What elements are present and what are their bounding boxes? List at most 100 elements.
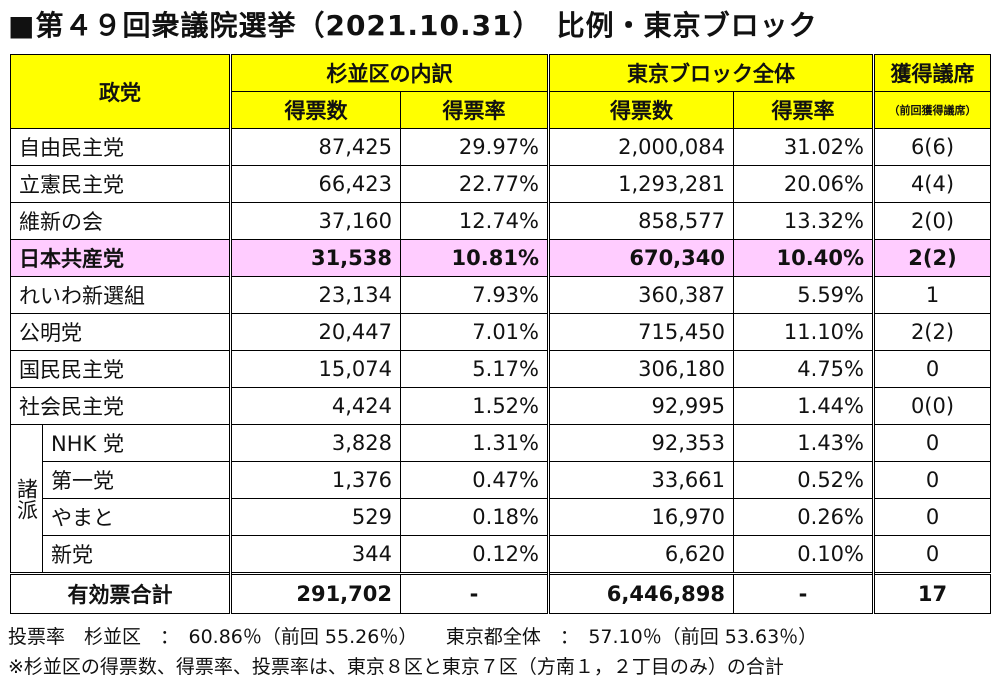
seats: 0 bbox=[872, 350, 991, 388]
party-name: 新党 bbox=[42, 535, 231, 574]
footnote: ※杉並区の得票数、得票率、投票率は、東京８区と東京７区（方南１，２丁目のみ）の合… bbox=[8, 656, 784, 678]
tokyo-rate: 4.75% bbox=[733, 350, 874, 388]
header-tokyo-rate: 得票率 bbox=[733, 91, 874, 129]
suginami-votes: 529 bbox=[229, 498, 401, 536]
tokyo-rate: 20.06% bbox=[733, 165, 874, 203]
suginami-rate: 5.17% bbox=[400, 350, 549, 388]
table-row: 国民民主党 15,074 5.17% 306,180 4.75% 0 bbox=[10, 350, 991, 388]
minor-party-row: 新党 344 0.12% 6,620 0.10% 0 bbox=[11, 535, 991, 574]
seats: 2(2) bbox=[872, 313, 991, 351]
party-name: れいわ新選組 bbox=[10, 276, 231, 314]
tokyo-rate: 31.02% bbox=[733, 128, 874, 166]
header-prev-seats: （前回獲得議席） bbox=[872, 91, 991, 129]
tokyo-votes: 2,000,084 bbox=[547, 128, 734, 166]
suginami-rate: 29.97% bbox=[400, 128, 549, 166]
suginami-votes: 15,074 bbox=[229, 350, 401, 388]
minor-group-label: 諸派 bbox=[10, 424, 43, 574]
tokyo-rate: 0.10% bbox=[733, 535, 874, 574]
tokyo-rate: 1.44% bbox=[733, 387, 874, 425]
tokyo-rate: 1.43% bbox=[733, 424, 874, 462]
suginami-votes: 1,376 bbox=[229, 461, 401, 499]
seats: 4(4) bbox=[872, 165, 991, 203]
suginami-rate: 0.47% bbox=[400, 461, 549, 499]
tokyo-rate: 10.40% bbox=[733, 239, 874, 277]
suginami-rate: 22.77% bbox=[400, 165, 549, 203]
party-name: 日本共産党 bbox=[10, 239, 231, 277]
suginami-rate: 0.12% bbox=[400, 535, 549, 574]
seats: 2(2) bbox=[872, 239, 991, 277]
tokyo-rate: 11.10% bbox=[733, 313, 874, 351]
header-party: 政党 bbox=[10, 54, 231, 129]
total-label: 有効票合計 bbox=[10, 573, 231, 614]
table-row: 社会民主党 4,424 1.52% 92,995 1.44% 0(0) bbox=[10, 387, 991, 425]
suginami-votes: 344 bbox=[229, 535, 401, 574]
seats: 0 bbox=[872, 535, 991, 574]
seats: 0 bbox=[872, 424, 991, 462]
tokyo-votes: 670,340 bbox=[547, 239, 734, 277]
suginami-rate: 1.52% bbox=[400, 387, 549, 425]
seats: 0 bbox=[872, 461, 991, 499]
results-table: 政党 杉並区の内訳 東京ブロック全体 獲得議席 得票数 得票率 得票数 得票率 … bbox=[10, 54, 991, 614]
suginami-rate: 7.01% bbox=[400, 313, 549, 351]
party-name: 社会民主党 bbox=[10, 387, 231, 425]
tokyo-votes: 858,577 bbox=[547, 202, 734, 240]
suginami-votes: 4,424 bbox=[229, 387, 401, 425]
minor-party-row: やまと 529 0.18% 16,970 0.26% 0 bbox=[11, 498, 991, 536]
table-row: 自由民主党 87,425 29.97% 2,000,084 31.02% 6(6) bbox=[10, 128, 991, 166]
tokyo-rate: 5.59% bbox=[733, 276, 874, 314]
header-seats: 獲得議席 bbox=[872, 54, 991, 92]
party-name: NHK 党 bbox=[42, 424, 231, 462]
header-suginami-rate: 得票率 bbox=[400, 91, 549, 129]
suginami-votes: 31,538 bbox=[229, 239, 401, 277]
table-row: れいわ新選組 23,134 7.93% 360,387 5.59% 1 bbox=[10, 276, 991, 314]
table-row: 公明党 20,447 7.01% 715,450 11.10% 2(2) bbox=[10, 313, 991, 351]
total-tokyo-votes: 6,446,898 bbox=[547, 573, 734, 614]
tokyo-votes: 715,450 bbox=[547, 313, 734, 351]
turnout-note: 投票率 杉並区 ： 60.86％（前回 55.26％） 東京都全体 ： 57.1… bbox=[8, 626, 818, 648]
minor-party-row: 諸派 NHK 党 3,828 1.31% 92,353 1.43% 0 bbox=[10, 424, 991, 574]
table-row: 日本共産党 31,538 10.81% 670,340 10.40% 2(2) bbox=[10, 239, 991, 277]
seats: 0 bbox=[872, 498, 991, 536]
header-tokyo: 東京ブロック全体 bbox=[547, 54, 874, 92]
minor-party-row: 第一党 1,376 0.47% 33,661 0.52% 0 bbox=[11, 461, 991, 499]
tokyo-votes: 16,970 bbox=[547, 498, 734, 536]
suginami-votes: 66,423 bbox=[229, 165, 401, 203]
suginami-votes: 3,828 bbox=[229, 424, 401, 462]
total-row: 有効票合計 291,702-6,446,898-17 bbox=[10, 573, 991, 614]
suginami-rate: 1.31% bbox=[400, 424, 549, 462]
seats: 0(0) bbox=[872, 387, 991, 425]
suginami-votes: 37,160 bbox=[229, 202, 401, 240]
tokyo-votes: 92,995 bbox=[547, 387, 734, 425]
total-suginami-votes: 291,702 bbox=[229, 573, 401, 614]
tokyo-rate: 13.32% bbox=[733, 202, 874, 240]
header-suginami: 杉並区の内訳 bbox=[229, 54, 549, 92]
suginami-votes: 20,447 bbox=[229, 313, 401, 351]
party-name: 公明党 bbox=[10, 313, 231, 351]
suginami-rate: 12.74% bbox=[400, 202, 549, 240]
seats: 1 bbox=[872, 276, 991, 314]
party-name: やまと bbox=[42, 498, 231, 536]
party-name: 国民民主党 bbox=[10, 350, 231, 388]
party-name: 立憲民主党 bbox=[10, 165, 231, 203]
tokyo-rate: 0.26% bbox=[733, 498, 874, 536]
tokyo-votes: 92,353 bbox=[547, 424, 734, 462]
page-title: ■第４９回衆議院選挙（2021.10.31） 比例・東京ブロック bbox=[8, 9, 818, 42]
party-name: 第一党 bbox=[42, 461, 231, 499]
tokyo-votes: 6,620 bbox=[547, 535, 734, 574]
tokyo-votes: 306,180 bbox=[547, 350, 734, 388]
header-suginami-votes: 得票数 bbox=[229, 91, 401, 129]
suginami-rate: 0.18% bbox=[400, 498, 549, 536]
seats: 2(0) bbox=[872, 202, 991, 240]
suginami-votes: 23,134 bbox=[229, 276, 401, 314]
seats: 6(6) bbox=[872, 128, 991, 166]
suginami-rate: 10.81% bbox=[400, 239, 549, 277]
total-seats: 17 bbox=[872, 573, 991, 614]
tokyo-votes: 1,293,281 bbox=[547, 165, 734, 203]
tokyo-votes: 33,661 bbox=[547, 461, 734, 499]
suginami-rate: 7.93% bbox=[400, 276, 549, 314]
table-row: 維新の会 37,160 12.74% 858,577 13.32% 2(0) bbox=[10, 202, 991, 240]
header-tokyo-votes: 得票数 bbox=[547, 91, 734, 129]
party-name: 自由民主党 bbox=[10, 128, 231, 166]
party-name: 維新の会 bbox=[10, 202, 231, 240]
table-row: 立憲民主党 66,423 22.77% 1,293,281 20.06% 4(4) bbox=[10, 165, 991, 203]
